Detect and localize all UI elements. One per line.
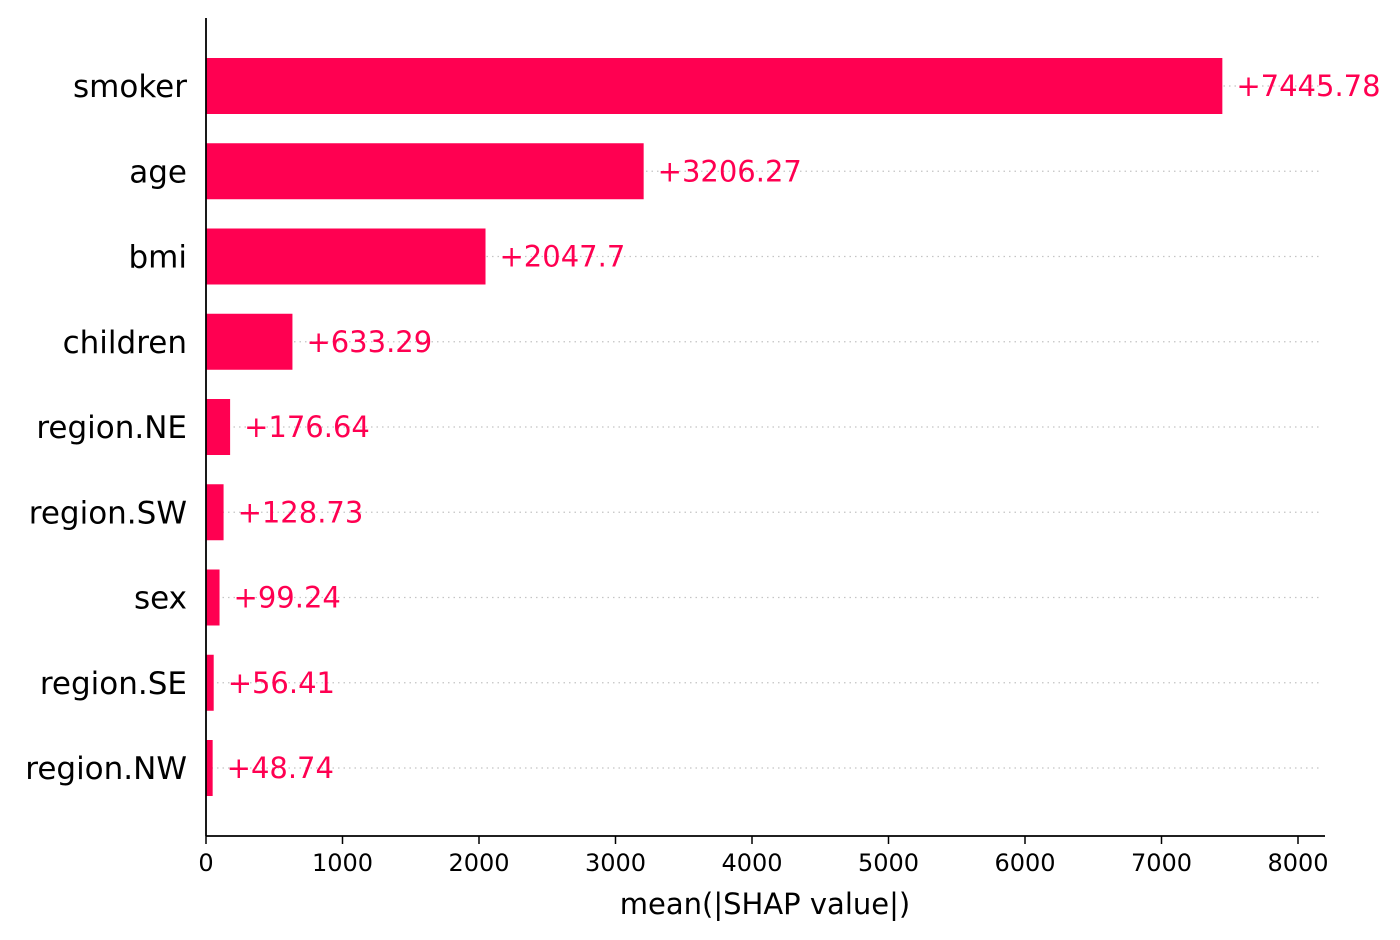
x-tick-label: 8000 (1267, 849, 1328, 877)
x-tick-label: 5000 (858, 849, 919, 877)
bars (206, 58, 1223, 796)
x-tick-label: 4000 (721, 849, 782, 877)
value-label: +99.24 (234, 581, 341, 615)
value-label: +633.29 (306, 325, 432, 359)
category-label: region.NW (25, 751, 187, 787)
x-axis-title: mean(|SHAP value|) (620, 887, 910, 921)
bar-region-SE (206, 654, 214, 711)
value-label: +128.73 (238, 495, 364, 529)
x-tick-label: 2000 (448, 849, 509, 877)
category-label: age (129, 154, 187, 190)
category-label: region.SE (40, 666, 187, 702)
bar-children (206, 313, 293, 370)
category-label: region.SW (29, 495, 187, 531)
value-labels: +7445.78 +3206.27 +2047.7 +633.29 +176.64 +12… (227, 69, 1381, 785)
x-tick-label: 7000 (1131, 849, 1192, 877)
value-label: +2047.7 (500, 240, 626, 274)
category-labels: smoker age bmi children region.NE region.SW se… (25, 69, 187, 787)
bar-region-SW (206, 484, 224, 541)
category-label: smoker (73, 69, 187, 105)
bar-region-NE (206, 399, 231, 455)
x-tick-label: 6000 (994, 849, 1055, 877)
bar-age (206, 143, 644, 200)
x-tick-label: 0 (198, 849, 213, 877)
value-label: +3206.27 (658, 154, 802, 188)
category-label: sex (134, 581, 187, 617)
bar-region-NW (206, 740, 213, 796)
category-label: region.NE (36, 410, 187, 446)
bar-bmi (206, 228, 486, 285)
value-label: +7445.78 (1236, 69, 1380, 103)
x-ticks: 0 1000 2000 3000 4000 5000 6000 7000 8000 (198, 836, 1329, 877)
value-label: +176.64 (244, 410, 370, 444)
category-label: children (63, 325, 187, 361)
bar-sex (206, 569, 220, 626)
category-label: bmi (129, 240, 188, 276)
x-tick-label: 1000 (312, 849, 373, 877)
value-label: +48.74 (227, 751, 334, 785)
x-tick-label: 3000 (585, 849, 646, 877)
value-label: +56.41 (228, 666, 335, 700)
bar-smoker (206, 58, 1223, 114)
